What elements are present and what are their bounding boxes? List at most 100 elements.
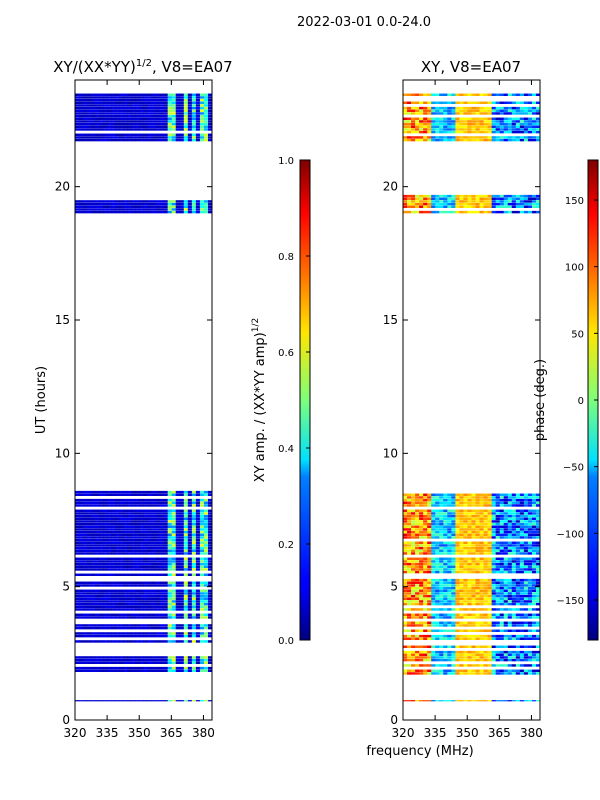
heatmap-cell xyxy=(111,562,116,566)
heatmap-cell xyxy=(431,112,436,115)
heatmap-cell xyxy=(139,96,144,99)
heatmap-cell xyxy=(487,128,492,131)
heatmap-cell xyxy=(179,109,185,112)
heatmap-cell xyxy=(523,613,529,616)
heatmap-cell xyxy=(403,669,408,672)
heatmap-cell xyxy=(487,125,492,128)
heatmap-cell xyxy=(143,114,148,118)
heatmap-cell xyxy=(407,664,412,667)
heatmap-cell xyxy=(123,565,128,568)
heatmap-cell xyxy=(427,624,432,627)
heatmap-cell xyxy=(187,525,193,528)
heatmap-cell xyxy=(467,493,472,496)
heatmap-cell xyxy=(155,661,160,664)
heatmap-cell xyxy=(479,560,484,563)
heatmap-cell xyxy=(195,533,201,536)
heatmap-cell xyxy=(439,522,444,526)
heatmap-cell xyxy=(87,616,92,619)
heatmap-cell xyxy=(123,640,128,643)
heatmap-cell xyxy=(423,629,428,632)
heatmap-cell xyxy=(483,512,488,515)
heatmap-cell xyxy=(87,117,92,120)
heatmap-cell xyxy=(127,624,132,627)
heatmap-cell xyxy=(439,202,444,206)
heatmap-cell xyxy=(471,562,476,566)
heatmap-cell xyxy=(431,106,436,110)
heatmap-cell xyxy=(139,202,144,206)
heatmap-cell xyxy=(147,120,152,123)
heatmap-cell xyxy=(207,658,212,662)
heatmap-cell xyxy=(171,525,177,528)
heatmap-cell xyxy=(475,592,480,595)
heatmap-cell xyxy=(195,658,201,662)
heatmap-cell xyxy=(415,629,420,632)
heatmap-cell xyxy=(407,517,412,520)
heatmap-cell xyxy=(87,522,92,526)
heatmap-cell xyxy=(463,597,468,600)
heatmap-cell xyxy=(179,541,185,544)
heatmap-cell xyxy=(91,501,96,504)
heatmap-cell xyxy=(107,138,112,142)
heatmap-cell xyxy=(435,528,440,531)
heatmap-cell xyxy=(467,634,472,638)
heatmap-cell xyxy=(139,120,144,123)
heatmap-cell xyxy=(475,700,480,702)
heatmap-cell xyxy=(515,557,521,560)
heatmap-cell xyxy=(519,629,525,632)
heatmap-cell xyxy=(131,592,136,595)
heatmap-cell xyxy=(495,589,501,592)
heatmap-cell xyxy=(147,658,152,662)
heatmap-cell xyxy=(207,546,212,550)
heatmap-cell xyxy=(183,530,189,534)
heatmap-cell xyxy=(95,592,100,595)
heatmap-cell xyxy=(179,616,185,619)
heatmap-cell xyxy=(79,522,84,526)
heatmap-cell xyxy=(183,557,189,560)
heatmap-cell xyxy=(91,658,96,662)
heatmap-cell xyxy=(531,512,537,515)
heatmap-cell xyxy=(447,669,452,672)
heatmap-cell xyxy=(191,522,197,526)
heatmap-cell xyxy=(179,533,185,536)
heatmap-cell xyxy=(435,120,440,123)
heatmap-cell xyxy=(455,589,460,592)
heatmap-cell xyxy=(115,205,120,208)
heatmap-cell xyxy=(487,122,492,126)
heatmap-cell xyxy=(451,496,456,499)
heatmap-cell xyxy=(159,640,164,643)
heatmap-cell xyxy=(87,493,92,496)
heatmap-cell xyxy=(127,522,132,526)
heatmap-cell xyxy=(503,653,509,656)
heatmap-cell xyxy=(471,608,476,611)
heatmap-cell xyxy=(527,522,533,526)
heatmap-cell xyxy=(79,536,84,539)
heatmap-cell xyxy=(183,528,189,531)
heatmap-cell xyxy=(207,520,212,523)
heatmap-cell xyxy=(443,592,448,595)
heatmap-cell xyxy=(207,512,212,515)
heatmap-cell xyxy=(511,584,517,587)
heatmap-cell xyxy=(471,528,476,531)
heatmap-cell xyxy=(503,594,509,598)
heatmap-cell xyxy=(119,112,124,115)
heatmap-cell xyxy=(115,208,120,211)
heatmap-cell xyxy=(83,117,88,120)
heatmap-cell xyxy=(79,128,84,131)
heatmap-cell xyxy=(131,589,136,592)
heatmap-cell xyxy=(135,210,140,214)
heatmap-cell xyxy=(535,136,540,139)
heatmap-cell xyxy=(163,626,168,630)
heatmap-cell xyxy=(511,122,517,126)
heatmap-cell xyxy=(159,666,164,670)
heatmap-cell xyxy=(111,114,116,118)
heatmap-cell xyxy=(115,544,120,547)
heatmap-cell xyxy=(83,581,88,584)
heatmap-cell xyxy=(199,493,205,496)
heatmap-cell xyxy=(511,637,517,640)
heatmap-cell xyxy=(83,541,88,544)
heatmap-cell xyxy=(179,522,185,526)
heatmap-cell xyxy=(115,493,120,496)
heatmap-cell xyxy=(435,629,440,632)
heatmap-cell xyxy=(471,498,476,502)
heatmap-cell xyxy=(171,208,177,211)
